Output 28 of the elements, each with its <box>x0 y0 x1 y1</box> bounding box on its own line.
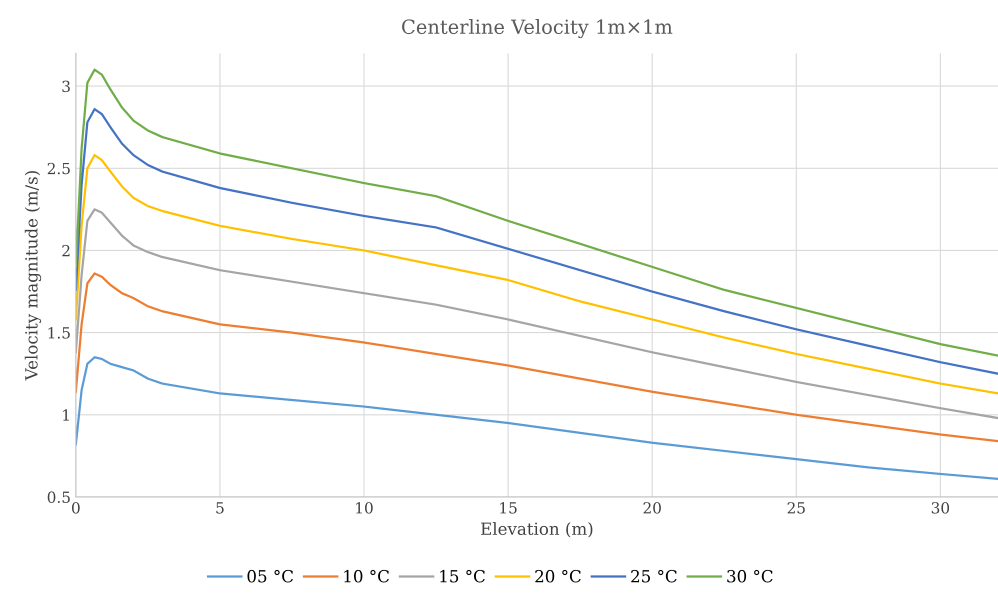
x-axis-title: Elevation (m) <box>481 522 592 538</box>
line-series <box>76 208 998 420</box>
x-tick-label: 20 <box>644 502 661 514</box>
x-tick-label: 5 <box>216 502 224 514</box>
y-tick-label: 1.5 <box>48 327 70 339</box>
line-series <box>76 356 998 480</box>
x-tick-label: 15 <box>500 502 517 514</box>
x-tick-label: 0 <box>72 502 80 514</box>
line-series <box>76 272 998 442</box>
y-tick-label: 3 <box>62 80 70 92</box>
line-series <box>76 154 998 395</box>
legend-label: 10 °C <box>344 570 389 583</box>
line-series <box>76 68 998 357</box>
y-tick-label: 1 <box>63 409 69 421</box>
legend-label: 20 °C <box>535 570 581 583</box>
x-tick-label: 25 <box>788 502 805 514</box>
chart-title: Centerline Velocity 1m×1m <box>402 19 672 38</box>
y-tick-label: 2.5 <box>48 162 70 174</box>
y-tick-label: 0.5 <box>48 491 70 503</box>
y-tick-label: 2 <box>62 244 70 256</box>
legend-label: 25 °C <box>631 570 677 583</box>
x-tick-label: 30 <box>932 502 950 514</box>
x-tick-label: 10 <box>356 502 373 514</box>
y-axis-title: Velocity magnitude (m/s) <box>24 171 42 381</box>
legend-label: 15 °C <box>440 570 485 583</box>
legend-label: 30 °C <box>727 570 773 583</box>
legend-label: 05 °C <box>247 570 293 583</box>
line-series <box>76 108 998 375</box>
